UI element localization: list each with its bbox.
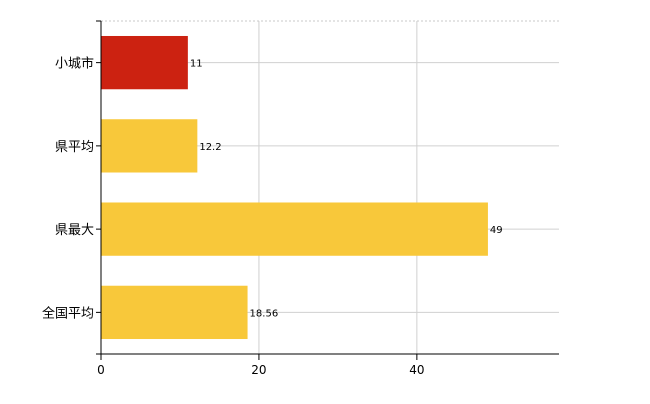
x-tick-label: 0 xyxy=(97,363,105,377)
bar xyxy=(101,35,188,90)
bars xyxy=(101,35,488,340)
axes xyxy=(96,20,559,360)
y-tick-label: 小城市 xyxy=(55,56,94,72)
data-label: 12.2 xyxy=(199,142,221,153)
data-label: 11 xyxy=(190,59,203,70)
bar xyxy=(101,285,248,340)
data-label: 18.56 xyxy=(250,308,279,319)
data-label: 49 xyxy=(490,225,503,236)
x-tick-label: 40 xyxy=(409,363,424,377)
y-tick-label: 県平均 xyxy=(55,140,94,155)
bar xyxy=(101,119,198,173)
y-tick-label: 県最大 xyxy=(55,223,94,238)
y-tick-label: 全国平均 xyxy=(42,305,94,321)
x-tick-label: 20 xyxy=(251,363,266,377)
bar xyxy=(101,202,488,256)
